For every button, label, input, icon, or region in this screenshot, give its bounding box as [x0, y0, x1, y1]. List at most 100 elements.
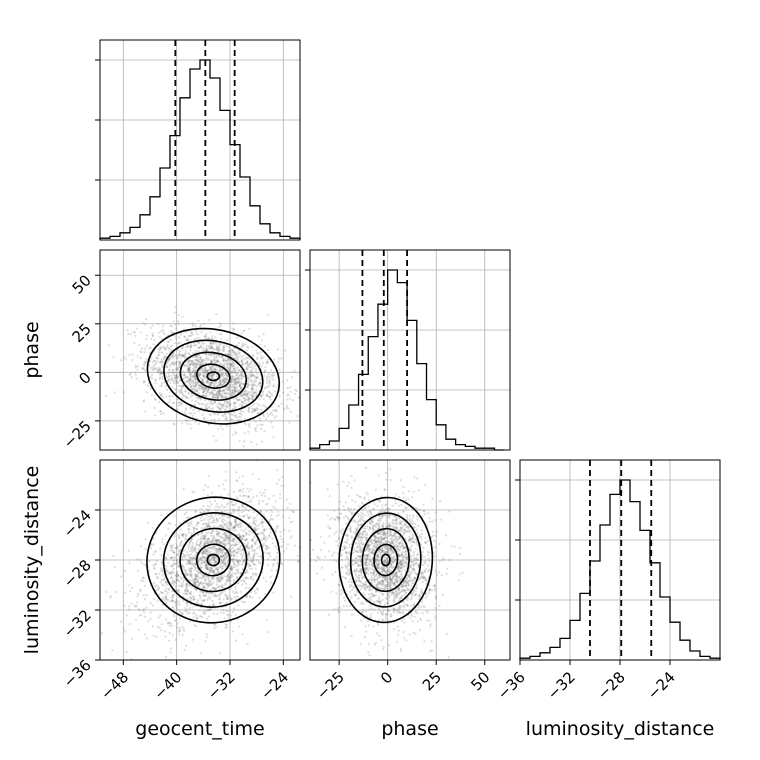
sample-point: [213, 519, 216, 522]
sample-point: [189, 540, 192, 543]
sample-point: [232, 544, 235, 547]
sample-point: [152, 581, 155, 585]
sample-point: [246, 487, 249, 490]
sample-point: [184, 419, 187, 422]
sample-point: [253, 428, 257, 431]
sample-point: [250, 397, 253, 400]
sample-point: [201, 552, 204, 555]
sample-point: [127, 332, 130, 336]
sample-point: [267, 313, 270, 316]
sample-point: [208, 407, 211, 410]
sample-point: [237, 560, 240, 563]
sample-point: [212, 372, 215, 375]
sample-point: [151, 369, 154, 372]
sample-point: [205, 522, 208, 525]
sample-point: [170, 330, 173, 333]
sample-point: [184, 349, 187, 352]
sample-point: [225, 377, 228, 381]
sample-point: [226, 378, 229, 381]
sample-point: [174, 327, 177, 330]
sample-point: [206, 380, 209, 383]
sample-point: [264, 593, 267, 596]
sample-point: [221, 389, 224, 392]
sample-point: [250, 371, 253, 374]
sample-point: [247, 430, 250, 433]
sample-point: [139, 356, 142, 360]
sample-point: [217, 384, 220, 387]
sample-point: [211, 394, 214, 397]
sample-point: [262, 414, 265, 417]
sample-point: [212, 355, 215, 358]
sample-point: [267, 372, 270, 376]
sample-point: [194, 376, 197, 380]
sample-point: [246, 385, 249, 388]
sample-point: [207, 518, 210, 522]
sample-point: [189, 553, 192, 556]
sample-point: [257, 527, 260, 531]
sample-point: [218, 380, 221, 383]
sample-point: [269, 555, 272, 558]
sample-point: [171, 633, 174, 636]
sample-point: [349, 605, 352, 608]
sample-point: [184, 375, 187, 378]
sample-point: [166, 379, 170, 383]
sample-point: [232, 551, 235, 554]
sample-point: [169, 651, 172, 654]
sample-point: [423, 570, 426, 573]
sample-point: [194, 355, 197, 358]
sample-point: [251, 371, 254, 374]
sample-point: [234, 565, 238, 568]
scatter-panel-phase-luminosity_distance: [309, 459, 511, 661]
sample-point: [240, 377, 243, 380]
sample-point: [193, 385, 196, 388]
sample-point: [234, 544, 237, 547]
sample-point: [229, 418, 232, 421]
sample-point: [227, 358, 230, 361]
sample-point: [202, 523, 205, 526]
sample-point: [123, 591, 126, 594]
sample-point: [170, 589, 173, 593]
sample-point: [149, 611, 152, 614]
sample-point: [167, 527, 170, 530]
sample-point: [215, 355, 218, 358]
sample-point: [262, 415, 265, 418]
sample-point: [240, 332, 243, 335]
sample-point: [220, 514, 224, 517]
sample-point: [210, 366, 213, 369]
sample-point: [212, 376, 215, 379]
sample-point: [207, 615, 210, 618]
sample-point: [209, 366, 212, 369]
sample-point: [200, 361, 203, 364]
sample-point: [217, 397, 220, 400]
sample-point: [227, 386, 231, 389]
sample-point: [197, 599, 200, 602]
sample-point: [172, 360, 175, 363]
sample-point: [240, 386, 243, 390]
sample-point: [150, 394, 154, 397]
sample-point: [249, 379, 252, 382]
sample-point: [240, 386, 243, 389]
sample-point: [224, 400, 227, 403]
sample-point: [259, 417, 262, 420]
sample-point: [222, 414, 225, 417]
sample-point: [165, 618, 168, 621]
sample-point: [246, 345, 249, 348]
sample-point: [193, 375, 196, 379]
sample-point: [203, 371, 206, 374]
sample-point: [176, 602, 179, 605]
sample-point: [214, 367, 217, 370]
sample-point: [229, 389, 232, 393]
sample-point: [220, 355, 224, 358]
sample-point: [232, 393, 236, 396]
sample-point: [181, 392, 184, 395]
sample-point: [238, 389, 241, 393]
sample-point: [196, 570, 199, 573]
sample-point: [174, 556, 177, 560]
sample-point: [221, 517, 224, 521]
sample-point: [178, 591, 181, 594]
sample-point: [280, 357, 283, 360]
sample-point: [212, 367, 215, 371]
sample-point: [215, 343, 218, 346]
sample-point: [283, 528, 286, 531]
sample-point: [225, 625, 228, 629]
